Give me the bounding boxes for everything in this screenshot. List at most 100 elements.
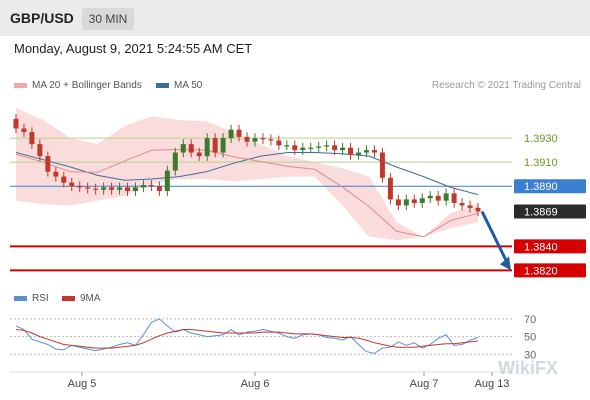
level-badge-4 [514,239,586,254]
candles-layer [13,114,481,217]
ma20-line [15,148,479,238]
candle-body-6 [61,176,67,183]
candle-body-18 [156,186,162,192]
candle-body-45 [371,150,377,153]
rsi-series-1 [15,329,479,349]
candle-body-19 [164,170,170,192]
candle-body-57 [467,205,473,208]
level-badge-2 [514,179,586,194]
candle-body-32 [268,139,274,141]
candle-body-53 [435,195,441,201]
candle-body-30 [252,138,258,142]
candle-body-25 [212,138,218,153]
projection-arrow-shaft [480,210,510,266]
candle-body-47 [387,177,393,200]
candle-body-22 [188,144,194,153]
candle-body-42 [348,147,354,155]
ma50-swatch [156,83,169,88]
candle-body-56 [459,203,465,206]
candle-body-10 [93,188,99,190]
level-badge-3 [514,204,586,219]
level-label-5: 1.3820 [524,265,558,277]
level-label-2: 1.3890 [524,181,558,193]
candle-body-1 [21,128,27,133]
candle-body-46 [379,152,385,178]
candle-body-43 [356,152,362,155]
rsi-swatch [14,296,27,301]
candle-body-48 [395,199,401,206]
bollinger-band [16,108,478,241]
timestamp: Monday, August 9, 2021 5:24:55 AM CET [14,41,253,56]
candle-body-58 [475,207,481,212]
x-tick-label-3: Aug 13 [475,378,510,390]
candle-body-31 [260,138,266,140]
level-badge-5 [514,263,586,278]
candle-body-13 [117,187,123,190]
ma9-swatch [62,296,75,301]
legend-ma20: MA 20 + Bollinger Bands [14,80,142,91]
candle-body-16 [140,184,146,188]
candle-body-38 [316,146,322,148]
candle-body-17 [148,184,154,187]
candle-body-23 [196,152,202,157]
candle-body-49 [403,199,409,206]
candle-body-36 [300,147,306,151]
legend-rsi-label: RSI [32,293,49,304]
legend-ma50-label: MA 50 [174,80,203,91]
candle-body-21 [180,144,186,153]
candle-body-41 [340,147,346,151]
level-label-1: 1.3910 [524,157,558,169]
timeframe-button[interactable]: 30 MIN [82,8,134,30]
candle-body-0 [13,118,19,129]
projection-arrow-layer [480,210,511,271]
legend-ma9: 9MA [62,293,101,304]
legend-ma20-label: MA 20 + Bollinger Bands [32,80,142,91]
candle-body-50 [411,199,417,204]
candle-body-55 [451,193,457,204]
legend-ma50: MA 50 [156,80,202,91]
bollinger-band-layer [16,108,478,241]
x-tick-label-2: Aug 7 [410,378,439,390]
watermark: WikiFX [498,358,558,378]
candle-body-54 [443,193,449,201]
ma50-line [15,152,479,196]
rsi-tick-1: 50 [524,332,536,344]
level-label-0: 1.3930 [524,133,558,145]
moving-averages-layer [15,148,479,238]
level-label-4: 1.3840 [524,241,558,253]
legend-rsi: RSI [14,293,49,304]
candle-body-28 [236,129,242,137]
rsi-tick-2: 30 [524,349,536,361]
candle-body-33 [276,140,282,146]
candle-body-39 [324,145,330,147]
legend-ma9-label: 9MA [80,293,101,304]
candle-body-15 [132,187,138,192]
candle-body-37 [308,147,314,149]
candle-body-29 [244,136,250,142]
candle-body-24 [204,138,210,157]
candle-body-8 [77,186,83,188]
candle-body-20 [172,152,178,171]
candle-body-44 [363,150,369,153]
ma20-swatch [14,83,27,88]
candle-body-3 [37,144,43,157]
candle-body-4 [45,156,51,172]
candle-body-5 [53,171,59,177]
candle-body-12 [109,187,115,190]
candle-body-52 [427,195,433,199]
candle-body-14 [125,187,131,192]
rsi-tick-0: 70 [524,314,536,326]
price-levels-layer: 1.3930 1.3910 1.3890 1.3869 1.3840 1.3820 [10,133,586,278]
pair-title: GBP/USD [10,10,74,26]
candle-body-26 [220,138,226,153]
candle-body-34 [284,145,290,147]
projection-arrow-head [500,256,511,271]
candle-body-51 [419,198,425,204]
credit-text: Research © 2021 Trading Central [431,80,581,91]
x-tick-label-1: Aug 6 [241,378,270,390]
candle-body-27 [228,129,234,139]
rsi-series-0 [15,318,479,354]
candle-body-9 [85,187,91,189]
